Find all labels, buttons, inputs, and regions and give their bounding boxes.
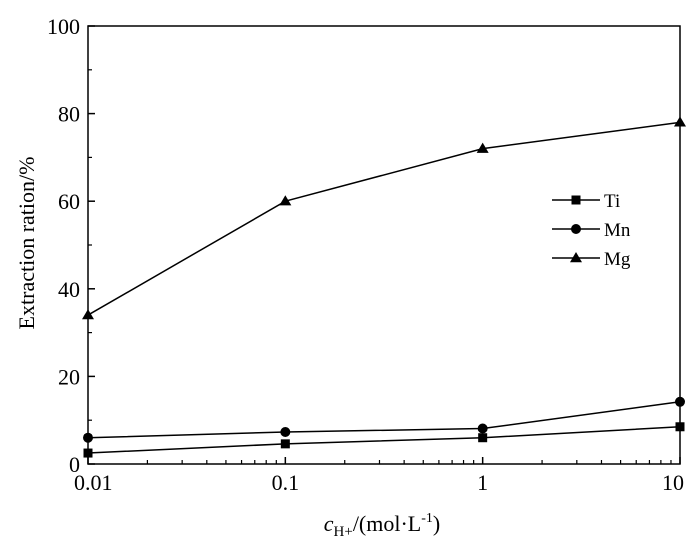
legend-marker-ti [571, 195, 581, 205]
x-axis-subscript: H+ [334, 524, 353, 540]
legend-label-mg: Mg [604, 249, 631, 270]
x-tick-label: 0.01 [74, 470, 113, 495]
data-point-mg [674, 116, 686, 127]
y-axis-label: Extraction ration/% [14, 157, 39, 330]
data-point-mn [280, 427, 291, 438]
x-axis-label: cH+/(mol·L-1) [324, 511, 441, 540]
y-tick-label: 0 [69, 452, 80, 477]
data-point-ti [675, 422, 685, 432]
data-point-ti [280, 439, 290, 449]
data-point-ti [478, 433, 488, 443]
y-tick-label: 80 [58, 102, 80, 127]
x-axis-unit-prefix: /(mol·L [353, 511, 421, 536]
series-line-mn [87, 401, 681, 439]
data-point-mg [82, 309, 94, 320]
x-axis-unit-suffix: ) [433, 511, 440, 536]
data-point-ti [83, 448, 93, 458]
x-axis-superscript: -1 [421, 511, 433, 526]
x-tick-label: 0.1 [272, 470, 300, 495]
y-tick-label: 40 [58, 277, 80, 302]
plot-frame [87, 25, 681, 465]
data-point-mg [476, 142, 489, 153]
y-tick-label: 60 [58, 189, 80, 214]
legend-label-mn: Mn [604, 220, 631, 241]
data-point-mg [279, 195, 292, 206]
series-line-mg [87, 121, 681, 316]
legend-marker-mg [570, 252, 582, 263]
x-axis-symbol: c [324, 511, 334, 536]
data-point-mn [675, 396, 685, 407]
x-tick-label: 1 [477, 470, 488, 495]
legend-label-ti: Ti [604, 191, 620, 212]
legend-marker-mn [571, 224, 581, 234]
data-point-mn [477, 423, 488, 434]
y-tick-label: 100 [47, 14, 80, 39]
series-line-ti [87, 426, 681, 454]
x-tick-label: 10 [662, 470, 684, 495]
y-tick-label: 20 [58, 364, 80, 389]
data-point-mn [83, 432, 93, 443]
